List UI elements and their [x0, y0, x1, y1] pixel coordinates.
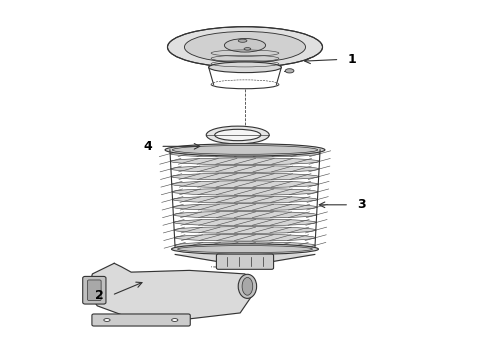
- Ellipse shape: [171, 173, 319, 180]
- Ellipse shape: [173, 204, 317, 211]
- Ellipse shape: [175, 242, 315, 249]
- Ellipse shape: [285, 69, 294, 73]
- Ellipse shape: [224, 39, 266, 52]
- FancyBboxPatch shape: [83, 276, 106, 304]
- Ellipse shape: [104, 319, 110, 321]
- Ellipse shape: [244, 48, 251, 50]
- Text: 3: 3: [357, 198, 366, 211]
- Ellipse shape: [172, 181, 318, 188]
- Ellipse shape: [171, 158, 319, 165]
- Ellipse shape: [172, 244, 318, 255]
- Ellipse shape: [173, 211, 317, 218]
- Ellipse shape: [238, 274, 257, 298]
- FancyBboxPatch shape: [92, 314, 190, 326]
- FancyBboxPatch shape: [88, 280, 101, 301]
- Ellipse shape: [172, 145, 318, 154]
- Text: 1: 1: [347, 53, 356, 66]
- Ellipse shape: [172, 196, 318, 203]
- Ellipse shape: [172, 188, 318, 195]
- Text: 2: 2: [95, 289, 104, 302]
- Polygon shape: [175, 255, 315, 262]
- Ellipse shape: [173, 219, 317, 226]
- Polygon shape: [88, 263, 252, 320]
- Ellipse shape: [168, 27, 322, 67]
- Ellipse shape: [171, 166, 319, 172]
- Ellipse shape: [174, 226, 316, 234]
- Ellipse shape: [165, 144, 325, 156]
- Ellipse shape: [177, 246, 313, 253]
- FancyBboxPatch shape: [217, 254, 273, 269]
- Ellipse shape: [172, 319, 178, 321]
- Ellipse shape: [206, 126, 269, 144]
- Ellipse shape: [209, 62, 281, 73]
- Ellipse shape: [238, 39, 247, 42]
- Ellipse shape: [215, 129, 261, 141]
- Ellipse shape: [174, 234, 316, 241]
- Text: 4: 4: [144, 140, 152, 153]
- Ellipse shape: [184, 31, 306, 63]
- Ellipse shape: [242, 278, 253, 295]
- Ellipse shape: [170, 150, 320, 157]
